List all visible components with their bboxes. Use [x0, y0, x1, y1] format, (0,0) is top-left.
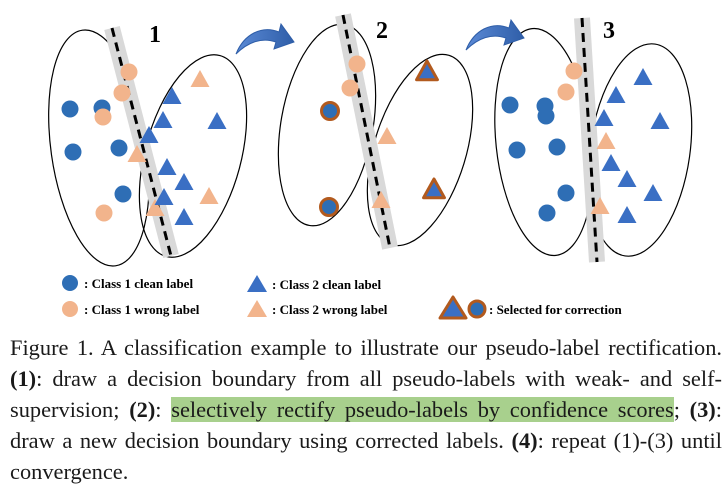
class1-clean-point: [114, 185, 132, 203]
class2-clean-point: [154, 188, 174, 205]
selected-triangle-marker: [438, 295, 468, 320]
panel-number: 2: [376, 18, 388, 44]
class2-wrong-point: [199, 187, 219, 204]
class2-wrong-point: [590, 197, 610, 214]
class1-wrong-point: [557, 83, 575, 101]
class2-clean-point: [157, 158, 177, 175]
step3-text: : draw a new decision boundary using cor…: [10, 397, 722, 453]
legend: : Class 1 clean label : Class 2 clean la…: [62, 275, 622, 320]
class2-wrong-point: [596, 132, 616, 149]
step1-label: (1): [10, 366, 37, 391]
class1-clean-point: [557, 184, 575, 202]
class1-clean-point: [538, 204, 556, 222]
next-step-arrow: [465, 18, 525, 51]
class2-clean-point: [643, 184, 663, 201]
panel-number: 3: [603, 18, 615, 44]
class2-clean-point: [617, 206, 637, 223]
selected-circle-marker: [467, 299, 487, 319]
class2-wrong-point: [190, 70, 210, 87]
class1-wrong-point: [94, 108, 112, 126]
panel-3: 3: [494, 17, 693, 263]
class1-clean-point: [110, 139, 128, 157]
step2-end: ;: [673, 397, 690, 422]
data-points: [61, 55, 670, 225]
selected-class2-point: [415, 59, 439, 82]
legend-class2-wrong: : Class 2 wrong label: [272, 302, 388, 317]
class1-wrong-point: [565, 62, 583, 80]
class2-clean-point: [606, 86, 626, 103]
class2-wrong-point: [377, 127, 397, 144]
class2-clean-point: [617, 170, 637, 187]
next-step-arrow: [235, 22, 295, 55]
step3-label: (3): [689, 397, 716, 422]
decision-boundary-line: [110, 27, 173, 257]
class2-clean-point: [207, 112, 227, 129]
class2-clean-point: [174, 173, 194, 190]
illustration-figure: 1 2 3 : Class 1 clean label : Class 2 cl…: [48, 13, 693, 320]
legend-class1-clean: : Class 1 clean label: [84, 276, 193, 291]
class2-clean-point: [594, 109, 614, 126]
class1-wrong-point: [95, 204, 113, 222]
decision-boundary-line: [580, 17, 599, 263]
class2-wrong-point: [145, 199, 165, 216]
class2-clean-marker: [247, 275, 267, 292]
class1-clean-point: [61, 100, 79, 118]
legend-class1-wrong: : Class 1 wrong label: [84, 302, 200, 317]
legend-class2-clean: : Class 2 clean label: [272, 277, 381, 292]
class2-clean-point: [139, 126, 159, 143]
class1-clean-point: [64, 143, 82, 161]
class1-clean-point: [548, 138, 566, 156]
class2-clean-point: [633, 68, 653, 85]
class2-wrong-point: [127, 145, 147, 162]
class1-wrong-point: [113, 84, 131, 102]
class2-clean-point: [601, 154, 621, 171]
selected-class1-point: [319, 197, 339, 217]
decision-boundary-line: [341, 14, 392, 249]
class2-wrong-marker: [247, 300, 267, 317]
class1-clean-point: [501, 96, 519, 114]
class1-wrong-point: [120, 63, 138, 81]
class2-clean-point: [153, 111, 173, 128]
figure-caption: Figure 1. A classification example to il…: [10, 332, 722, 487]
class1-clean-point: [537, 107, 555, 125]
step4-text: : repeat (1)-(3) until convergence.: [10, 428, 722, 484]
selected-class1-point: [320, 101, 340, 121]
panel-number: 1: [149, 22, 161, 48]
highlighted-text: selectively rectify pseudo-labels by con…: [171, 397, 674, 422]
legend-selected: : Selected for correction: [489, 302, 622, 317]
class1-wrong-marker: [62, 301, 78, 317]
step4-label: (4): [511, 428, 538, 453]
class2-clean-point: [174, 208, 194, 225]
figure-label: Figure 1.: [10, 335, 94, 360]
class1-clean-point: [508, 141, 526, 159]
panel-2: 2: [277, 13, 474, 250]
step2-label: (2): [129, 397, 156, 422]
class1-wrong-point: [348, 55, 366, 73]
class2-clean-point: [650, 112, 670, 129]
class2-clean-point: [162, 87, 182, 104]
class1-clean-marker: [62, 275, 78, 291]
caption-intro: A classification example to illustrate o…: [93, 335, 722, 360]
class2-wrong-point: [371, 191, 391, 208]
step2-colon: :: [155, 397, 172, 422]
selected-class2-point: [422, 177, 446, 200]
class1-wrong-point: [341, 79, 359, 97]
step1-text: : draw a decision boundary from all pseu…: [10, 366, 722, 422]
